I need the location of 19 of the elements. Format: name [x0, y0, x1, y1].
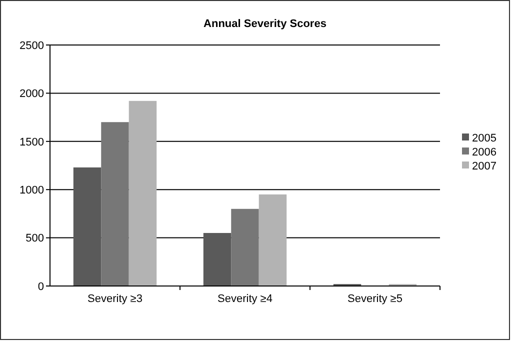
bar	[101, 122, 129, 286]
y-tick-label: 2000	[20, 88, 44, 100]
x-tick-label: Severity ≥3	[88, 293, 142, 305]
bar	[128, 100, 157, 286]
x-tick-label: Severity ≥5	[348, 293, 402, 305]
y-tick-label: 1000	[20, 184, 44, 196]
bar	[203, 232, 232, 286]
legend-label: 2006	[472, 146, 496, 158]
bar	[73, 167, 102, 286]
y-tick-label: 0	[38, 280, 44, 293]
bar	[231, 208, 259, 286]
legend-label: 2005	[472, 132, 496, 144]
y-tick-label: 1500	[20, 136, 44, 148]
chart-title: Annual Severity Scores	[204, 18, 326, 30]
bar	[258, 194, 287, 286]
y-tick-label: 2500	[20, 40, 44, 52]
legend-label: 2007	[472, 160, 496, 172]
x-tick-label: Severity ≥4	[218, 293, 272, 305]
y-tick-label: 500	[26, 232, 44, 245]
